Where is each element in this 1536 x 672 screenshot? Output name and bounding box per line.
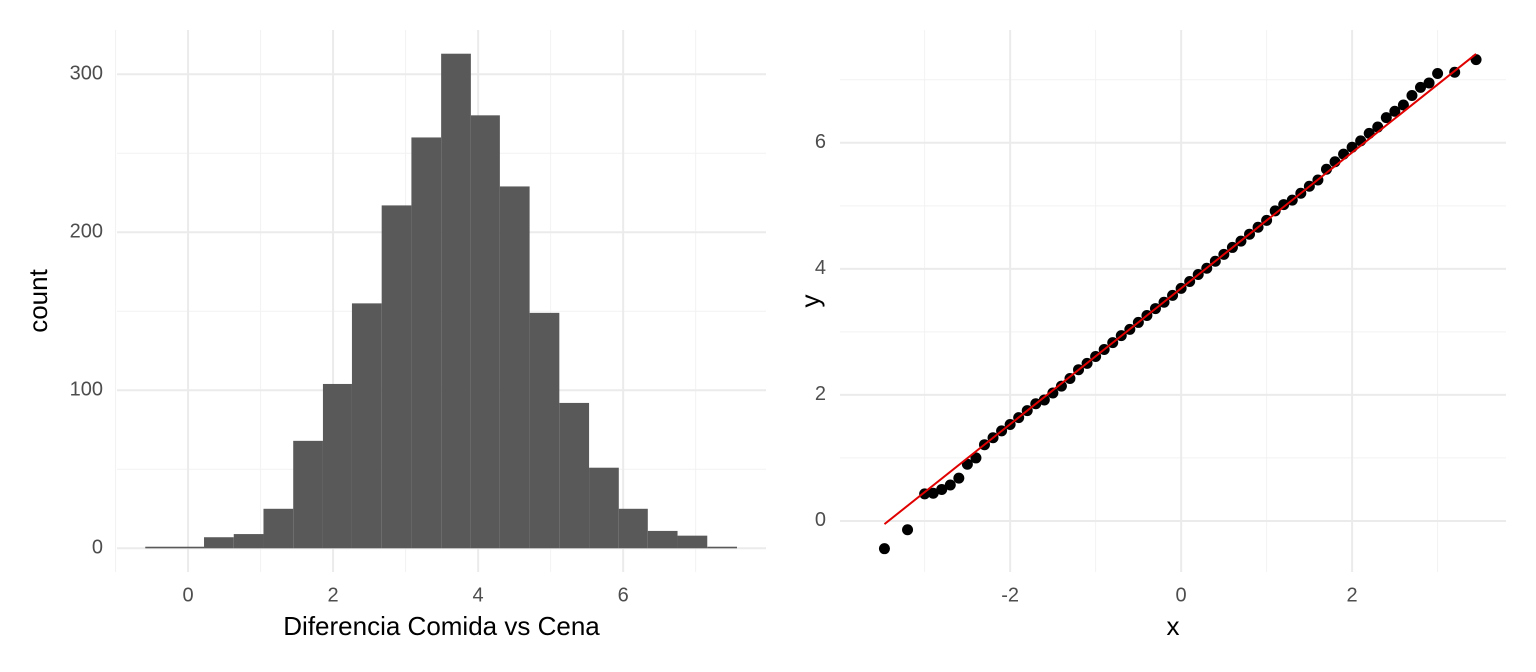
y-tick-label: 200 [70,221,103,243]
bar [233,534,264,549]
reference-line [883,53,1477,525]
bar [647,530,678,549]
y-tick-label: 0 [92,537,103,559]
bar [589,467,619,549]
point [1047,387,1059,399]
bar [499,186,530,549]
x-tick-label: 4 [473,584,484,606]
bar [529,312,560,549]
point [1038,394,1050,406]
point [1380,112,1392,124]
x-axis-title: Diferencia Comida vs Cena [283,611,600,641]
point [1320,163,1332,175]
y-tick-label: 300 [70,63,103,85]
bar [707,546,737,549]
point [902,524,914,536]
bar [263,508,294,549]
point [936,483,948,495]
point [1055,380,1067,392]
bar [677,535,708,549]
point [1269,205,1281,217]
bar [175,546,205,549]
bar [470,115,500,549]
x-tick-label: 6 [618,584,629,606]
bar [441,53,471,549]
x-tick-label: 0 [1176,584,1187,606]
bar [559,402,590,549]
y-tick-label: 6 [815,131,826,153]
y-tick-label: 4 [815,257,826,279]
point [878,543,890,555]
x-tick-label: -2 [1001,584,1019,606]
bar [145,546,176,549]
bar [322,383,352,549]
bar [381,205,412,549]
bar [351,303,382,549]
y-tick-label: 2 [815,383,826,405]
x-tick-label: 0 [183,584,194,606]
point [1389,105,1401,117]
bar [204,537,234,549]
point [944,479,956,491]
x-tick-label: 2 [328,584,339,606]
point [927,487,939,499]
y-tick-label: 100 [70,379,103,401]
y-axis-title: y [795,295,825,308]
point [953,472,965,484]
bar [411,137,442,549]
point [1423,77,1435,89]
x-axis-title: x [1167,611,1180,641]
point [1406,90,1418,102]
point [1278,199,1290,211]
point [1415,81,1427,93]
point [1432,67,1444,79]
bar [618,508,648,549]
bar [293,440,323,549]
point [970,452,982,464]
y-axis-title: count [23,268,53,332]
x-tick-label: 2 [1347,584,1358,606]
y-tick-label: 0 [815,509,826,531]
point [1397,99,1409,111]
point [1064,373,1076,385]
